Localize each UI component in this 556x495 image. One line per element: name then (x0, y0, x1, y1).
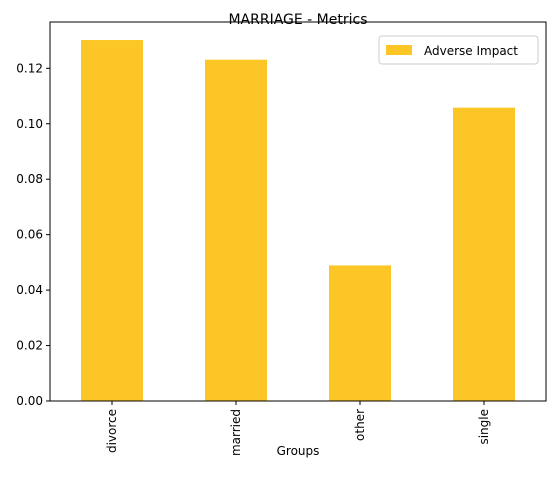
x-tick-label-divorce: divorce (105, 409, 119, 453)
plot-frame (49, 21, 547, 402)
bar-single (453, 107, 515, 402)
legend-box (378, 35, 539, 65)
y-tick-label: 0.12 (16, 61, 43, 75)
y-tick-label: 0.06 (16, 228, 43, 242)
legend: Adverse Impact (378, 35, 539, 65)
legend-label: Adverse Impact (424, 44, 518, 58)
x-tick-label-single: single (477, 409, 491, 445)
y-tick-label: 0.10 (16, 117, 43, 131)
y-tick-label: 0.08 (16, 172, 43, 186)
y-tick-label: 0.02 (16, 339, 43, 353)
legend-swatch (386, 45, 412, 55)
bar-divorce (81, 40, 143, 402)
bar-other (329, 265, 391, 401)
x-tick-label-married: married (229, 409, 243, 456)
x-tick-label-other: other (353, 409, 367, 441)
x-axis: divorce married other single (105, 401, 491, 456)
y-axis: 0.00 0.02 0.04 0.06 0.08 0.10 0.12 (16, 61, 50, 408)
x-axis-label: Groups (277, 444, 320, 458)
bar-married (205, 59, 267, 401)
y-tick-label: 0.04 (16, 283, 43, 297)
y-tick-label: 0.00 (16, 394, 43, 408)
bars-group (81, 40, 515, 402)
chart-title: MARRIAGE - Metrics (228, 12, 367, 28)
